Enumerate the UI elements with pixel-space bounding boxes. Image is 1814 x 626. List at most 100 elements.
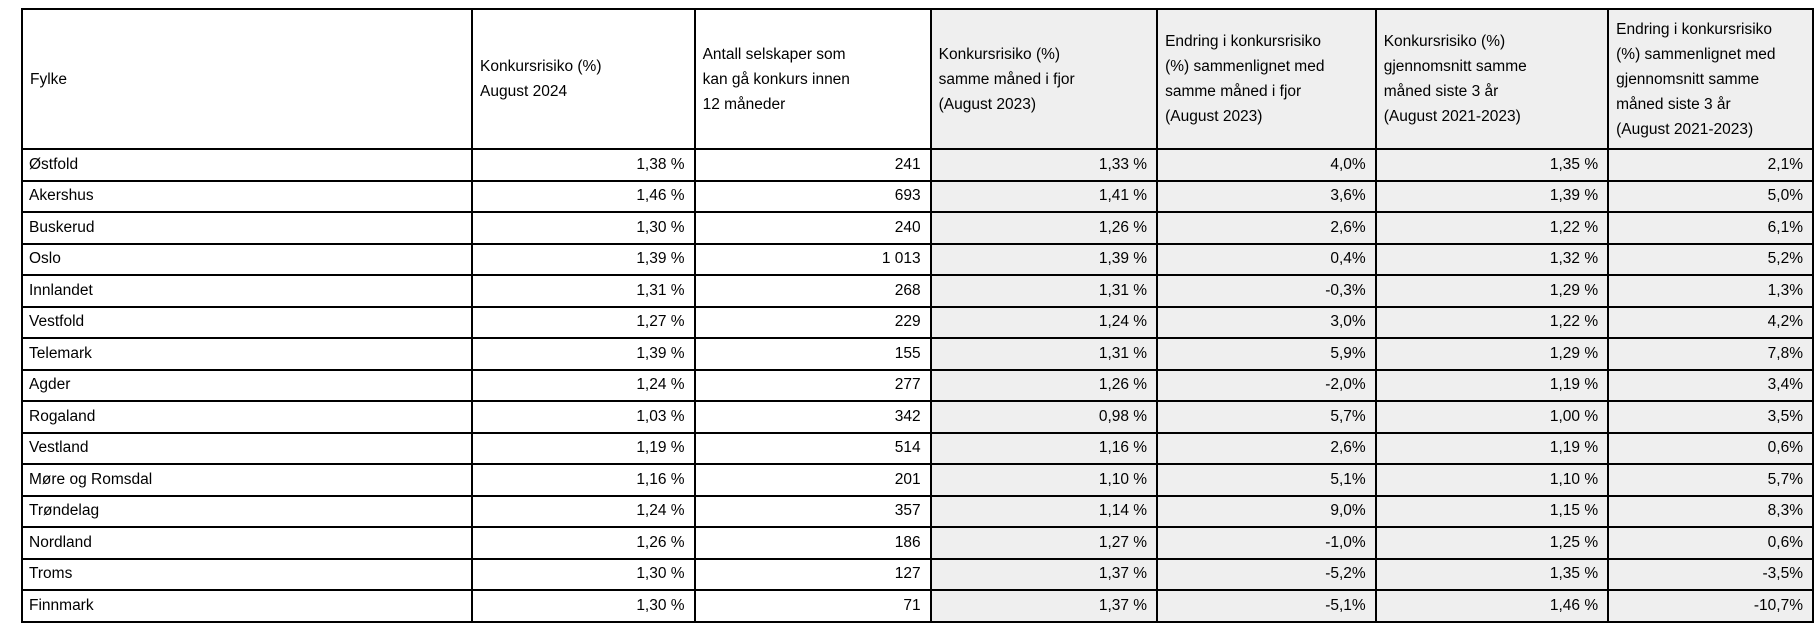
cell-endring-vs-fjor: 5,9% — [1156, 337, 1377, 371]
column-header-risiko-aug-2024: Konkursrisiko (%) August 2024 — [471, 8, 696, 150]
cell-fylke: Vestfold — [20, 305, 474, 339]
cell-endring-vs-fjor: 3,6% — [1156, 179, 1377, 213]
column-header-antall-selskaper: Antall selskaper som kan gå konkurs inne… — [693, 8, 932, 150]
cell-endring-vs-snitt: 6,1% — [1607, 211, 1814, 245]
table-row: Finnmark 1,30 % 71 1,37 % -5,1% 1,46 % -10,7% — [20, 589, 1814, 623]
cell-risiko-snitt-3ar: 1,10 % — [1374, 463, 1610, 497]
cell-endring-vs-fjor: -1,0% — [1156, 526, 1377, 560]
cell-risiko-aug-2024: 1,39 % — [471, 242, 696, 276]
cell-risiko-aug-2023: 1,33 % — [929, 148, 1159, 182]
cell-fylke: Trøndelag — [20, 494, 474, 528]
cell-fylke: Innlandet — [20, 274, 474, 308]
cell-risiko-snitt-3ar: 1,19 % — [1374, 431, 1610, 465]
cell-endring-vs-fjor: -2,0% — [1156, 368, 1377, 402]
cell-antall-selskaper: 693 — [693, 179, 932, 213]
cell-endring-vs-snitt: 0,6% — [1607, 526, 1814, 560]
cell-risiko-aug-2024: 1,19 % — [471, 431, 696, 465]
cell-risiko-aug-2024: 1,46 % — [471, 179, 696, 213]
cell-risiko-aug-2023: 1,10 % — [929, 463, 1159, 497]
cell-risiko-aug-2024: 1,38 % — [471, 148, 696, 182]
bankruptcy-risk-table: Fylke Konkursrisiko (%) August 2024 Antall… — [20, 8, 1814, 623]
cell-endring-vs-fjor: -5,2% — [1156, 557, 1377, 591]
cell-risiko-aug-2024: 1,27 % — [471, 305, 696, 339]
cell-endring-vs-fjor: 2,6% — [1156, 431, 1377, 465]
table-row: Rogaland 1,03 % 342 0,98 % 5,7% 1,00 % 3,5% — [20, 400, 1814, 434]
cell-risiko-aug-2023: 1,27 % — [929, 526, 1159, 560]
cell-fylke: Oslo — [20, 242, 474, 276]
cell-endring-vs-snitt: 3,4% — [1607, 368, 1814, 402]
cell-endring-vs-snitt: -3,5% — [1607, 557, 1814, 591]
data-table: Fylke Konkursrisiko (%) August 2024 Antall… — [20, 8, 1814, 623]
cell-endring-vs-fjor: 2,6% — [1156, 211, 1377, 245]
cell-antall-selskaper: 241 — [693, 148, 932, 182]
column-header-endring-vs-fjor: Endring i konkursrisiko (%) sammenlignet… — [1156, 8, 1377, 150]
cell-antall-selskaper: 71 — [693, 589, 932, 623]
cell-antall-selskaper: 514 — [693, 431, 932, 465]
cell-risiko-snitt-3ar: 1,00 % — [1374, 400, 1610, 434]
table-row: Oslo 1,39 % 1 013 1,39 % 0,4% 1,32 % 5,2% — [20, 242, 1814, 276]
cell-fylke: Troms — [20, 557, 474, 591]
cell-fylke: Rogaland — [20, 400, 474, 434]
table-row: Vestland 1,19 % 514 1,16 % 2,6% 1,19 % 0,6% — [20, 431, 1814, 465]
cell-risiko-aug-2024: 1,30 % — [471, 557, 696, 591]
cell-risiko-aug-2024: 1,16 % — [471, 463, 696, 497]
table-row: Møre og Romsdal 1,16 % 201 1,10 % 5,1% 1,10 %… — [20, 463, 1814, 497]
cell-endring-vs-fjor: 5,1% — [1156, 463, 1377, 497]
table-body: Østfold 1,38 % 241 1,33 % 4,0% 1,35 % 2,1% Aker… — [20, 148, 1814, 623]
cell-risiko-aug-2024: 1,30 % — [471, 589, 696, 623]
cell-endring-vs-fjor: 5,7% — [1156, 400, 1377, 434]
cell-risiko-snitt-3ar: 1,22 % — [1374, 211, 1610, 245]
cell-risiko-aug-2024: 1,24 % — [471, 368, 696, 402]
cell-risiko-aug-2023: 1,31 % — [929, 274, 1159, 308]
cell-antall-selskaper: 1 013 — [693, 242, 932, 276]
table-row: Agder 1,24 % 277 1,26 % -2,0% 1,19 % 3,4% — [20, 368, 1814, 402]
cell-risiko-aug-2023: 1,39 % — [929, 242, 1159, 276]
cell-risiko-aug-2023: 1,41 % — [929, 179, 1159, 213]
cell-antall-selskaper: 240 — [693, 211, 932, 245]
table-row: Vestfold 1,27 % 229 1,24 % 3,0% 1,22 % 4,2% — [20, 305, 1814, 339]
cell-risiko-snitt-3ar: 1,29 % — [1374, 337, 1610, 371]
cell-risiko-aug-2023: 0,98 % — [929, 400, 1159, 434]
header-row: Fylke Konkursrisiko (%) August 2024 Antall… — [20, 8, 1814, 150]
column-header-endring-vs-snitt: Endring i konkursrisiko (%) sammenlignet… — [1607, 8, 1814, 150]
cell-risiko-aug-2023: 1,37 % — [929, 589, 1159, 623]
cell-endring-vs-fjor: -5,1% — [1156, 589, 1377, 623]
cell-endring-vs-snitt: 8,3% — [1607, 494, 1814, 528]
table-row: Troms 1,30 % 127 1,37 % -5,2% 1,35 % -3,5% — [20, 557, 1814, 591]
table-row: Telemark 1,39 % 155 1,31 % 5,9% 1,29 % 7,8% — [20, 337, 1814, 371]
cell-endring-vs-fjor: 9,0% — [1156, 494, 1377, 528]
cell-risiko-aug-2023: 1,31 % — [929, 337, 1159, 371]
cell-endring-vs-snitt: 2,1% — [1607, 148, 1814, 182]
cell-risiko-aug-2023: 1,37 % — [929, 557, 1159, 591]
cell-endring-vs-fjor: 0,4% — [1156, 242, 1377, 276]
cell-fylke: Finnmark — [20, 589, 474, 623]
cell-endring-vs-snitt: -10,7% — [1607, 589, 1814, 623]
cell-antall-selskaper: 155 — [693, 337, 932, 371]
column-header-risiko-aug-2023: Konkursrisiko (%) samme måned i fjor (Au… — [929, 8, 1159, 150]
cell-risiko-snitt-3ar: 1,15 % — [1374, 494, 1610, 528]
cell-risiko-snitt-3ar: 1,35 % — [1374, 148, 1610, 182]
cell-risiko-aug-2023: 1,26 % — [929, 368, 1159, 402]
cell-endring-vs-snitt: 1,3% — [1607, 274, 1814, 308]
cell-endring-vs-snitt: 3,5% — [1607, 400, 1814, 434]
cell-fylke: Telemark — [20, 337, 474, 371]
cell-risiko-aug-2023: 1,26 % — [929, 211, 1159, 245]
cell-endring-vs-snitt: 0,6% — [1607, 431, 1814, 465]
cell-endring-vs-snitt: 4,2% — [1607, 305, 1814, 339]
cell-fylke: Agder — [20, 368, 474, 402]
cell-antall-selskaper: 201 — [693, 463, 932, 497]
cell-antall-selskaper: 268 — [693, 274, 932, 308]
cell-antall-selskaper: 127 — [693, 557, 932, 591]
table-row: Akershus 1,46 % 693 1,41 % 3,6% 1,39 % 5,0% — [20, 179, 1814, 213]
cell-risiko-aug-2023: 1,14 % — [929, 494, 1159, 528]
cell-risiko-aug-2024: 1,39 % — [471, 337, 696, 371]
column-header-fylke: Fylke — [20, 8, 474, 150]
cell-endring-vs-fjor: 3,0% — [1156, 305, 1377, 339]
cell-antall-selskaper: 186 — [693, 526, 932, 560]
cell-risiko-snitt-3ar: 1,22 % — [1374, 305, 1610, 339]
cell-antall-selskaper: 357 — [693, 494, 932, 528]
table-row: Nordland 1,26 % 186 1,27 % -1,0% 1,25 % 0,6% — [20, 526, 1814, 560]
cell-risiko-aug-2024: 1,30 % — [471, 211, 696, 245]
cell-endring-vs-fjor: -0,3% — [1156, 274, 1377, 308]
cell-risiko-snitt-3ar: 1,46 % — [1374, 589, 1610, 623]
